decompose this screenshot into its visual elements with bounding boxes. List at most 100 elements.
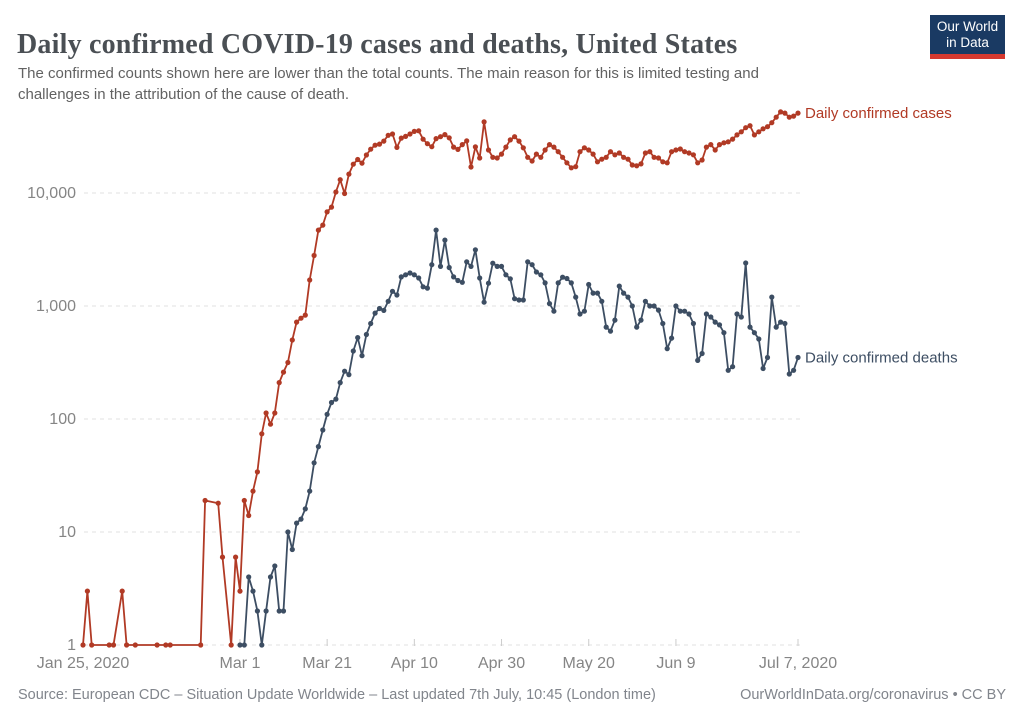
data-point-marker	[451, 274, 457, 280]
data-point-marker	[420, 136, 426, 142]
data-point-marker	[673, 147, 679, 153]
data-point-marker	[660, 320, 666, 327]
data-point-marker	[420, 284, 426, 290]
data-point-marker	[407, 270, 413, 276]
data-point-marker	[616, 150, 622, 156]
data-point-marker	[481, 119, 487, 125]
y-axis-tick-label: 10	[58, 524, 76, 541]
data-point-marker	[437, 134, 444, 140]
data-point-marker	[669, 149, 675, 155]
data-point-marker	[638, 161, 644, 167]
data-point-marker	[699, 157, 705, 163]
data-point-marker	[429, 144, 435, 150]
data-point-marker	[795, 110, 801, 116]
data-point-marker	[411, 128, 417, 134]
data-point-marker	[424, 141, 430, 147]
y-axis-tick-label: 10,000	[27, 185, 76, 202]
data-point-marker	[546, 142, 553, 148]
data-point-marker	[254, 608, 260, 614]
chart-subtitle: The confirmed counts shown here are lowe…	[18, 65, 759, 103]
data-point-marker	[786, 114, 792, 120]
data-point-marker	[498, 263, 505, 269]
data-point-marker	[355, 156, 361, 163]
data-point-marker	[703, 311, 710, 317]
owid-logo[interactable]: Our World in Data	[930, 15, 1005, 59]
data-point-marker	[686, 311, 692, 317]
data-point-marker	[259, 642, 265, 648]
data-point-marker	[394, 292, 400, 298]
data-point-marker	[507, 137, 513, 143]
data-point-marker	[407, 131, 413, 137]
data-point-marker	[791, 113, 797, 119]
data-point-marker	[542, 147, 548, 153]
data-point-marker	[485, 280, 492, 286]
data-point-marker	[350, 161, 356, 167]
data-point-marker	[786, 371, 792, 377]
data-point-marker	[311, 460, 317, 466]
series-end-label: Daily confirmed cases	[805, 105, 952, 122]
data-point-marker	[490, 260, 496, 266]
x-axis-tick-label: Apr 30	[478, 655, 525, 672]
data-point-marker	[337, 380, 343, 386]
data-point-marker	[664, 160, 670, 166]
data-point-marker	[538, 272, 544, 278]
data-point-marker	[320, 222, 326, 228]
data-point-marker	[581, 145, 588, 151]
data-point-marker	[555, 149, 561, 155]
data-point-marker	[219, 554, 226, 560]
data-point-marker	[607, 328, 614, 334]
data-point-marker	[551, 144, 557, 150]
data-point-marker	[743, 125, 749, 131]
data-point-marker	[289, 546, 295, 553]
data-point-marker	[398, 135, 404, 141]
data-point-marker	[333, 396, 339, 402]
data-point-marker	[564, 160, 570, 166]
data-point-marker	[734, 132, 740, 138]
data-point-marker	[372, 142, 378, 148]
data-point-marker	[263, 410, 269, 416]
data-point-marker	[368, 146, 374, 152]
data-point-marker	[751, 132, 758, 138]
data-point-marker	[551, 308, 557, 314]
data-point-marker	[533, 151, 540, 157]
data-point-marker	[259, 431, 265, 437]
data-point-marker	[560, 154, 566, 160]
data-point-marker	[673, 303, 679, 309]
series-line	[239, 229, 799, 646]
data-point-marker	[342, 368, 348, 374]
data-point-marker	[355, 335, 361, 341]
data-point-marker	[625, 156, 631, 162]
data-point-marker	[712, 319, 718, 325]
data-point-marker	[394, 144, 400, 150]
data-point-marker	[416, 275, 422, 281]
data-point-marker	[677, 146, 683, 152]
data-point-marker	[529, 262, 535, 268]
data-point-marker	[494, 263, 500, 269]
data-point-marker	[433, 136, 439, 142]
data-point-marker	[324, 209, 330, 215]
data-point-marker	[764, 124, 771, 130]
data-point-marker	[690, 152, 697, 158]
data-point-marker	[555, 280, 561, 286]
data-point-marker	[721, 330, 727, 336]
data-point-marker	[485, 147, 492, 153]
data-point-marker	[376, 141, 383, 147]
data-point-marker	[167, 642, 173, 648]
data-point-marker	[586, 281, 592, 288]
data-point-marker	[751, 330, 758, 336]
data-point-marker	[154, 642, 160, 648]
attribution-link[interactable]: OurWorldInData.org/coronavirus • CC BY	[740, 687, 1006, 703]
data-point-marker	[712, 147, 718, 153]
data-point-marker	[533, 269, 540, 275]
data-point-marker	[625, 294, 631, 300]
data-point-marker	[782, 320, 788, 327]
data-point-marker	[80, 642, 86, 648]
data-point-marker	[337, 177, 343, 183]
data-point-marker	[294, 319, 300, 325]
data-point-marker	[481, 299, 487, 305]
data-point-marker	[655, 155, 662, 161]
data-point-marker	[424, 285, 430, 291]
data-point-marker	[320, 427, 326, 433]
data-point-marker	[254, 469, 260, 475]
data-point-marker	[638, 317, 644, 323]
